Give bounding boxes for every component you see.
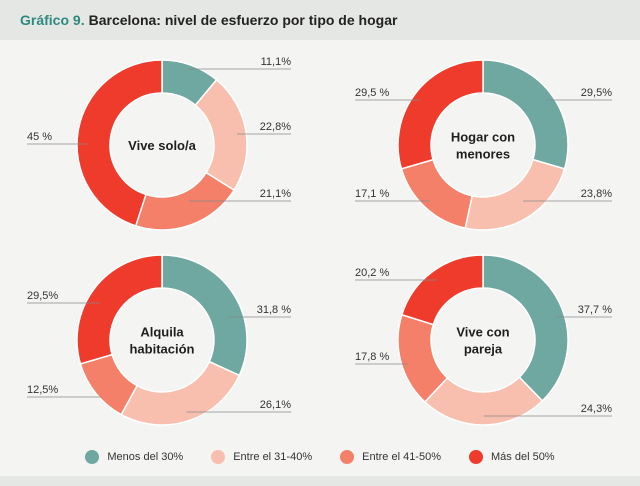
legend: Menos del 30% Entre el 31-40% Entre el 4… <box>0 443 640 471</box>
slice-value-label: 22,8% <box>260 121 291 133</box>
legend-item-41-50: Entre el 41-50% <box>340 450 441 464</box>
slice-value-label: 45 % <box>27 131 52 143</box>
donut-slice <box>400 254 484 326</box>
legend-label: Más del 50% <box>491 451 555 463</box>
slice-value-label: 24,3% <box>581 403 612 415</box>
donut-slice <box>194 78 248 192</box>
title-bar: Gráfico 9. Barcelona: nivel de esfuerzo p… <box>0 0 640 40</box>
legend-swatch <box>85 450 100 464</box>
donut-chart-3: 31,8 % 26,1% 12,5% 29,5% Alquila habitación <box>27 254 291 426</box>
donut-slice <box>423 376 544 426</box>
donut-slice <box>400 158 474 230</box>
slice-value-label: 29,5 % <box>355 87 389 99</box>
donut-slice <box>397 59 484 170</box>
legend-item-31-40: Entre el 31-40% <box>211 450 312 464</box>
legend-label: Entre el 41-50% <box>362 451 441 463</box>
donut-center-label: menores <box>456 147 510 162</box>
legend-swatch <box>340 450 355 464</box>
donut-center-label: Hogar con <box>451 130 515 145</box>
slice-value-label: 21,1% <box>260 188 291 200</box>
slice-value-label: 17,1 % <box>355 188 389 200</box>
donut-center-label: Vive con <box>456 325 509 340</box>
legend-swatch <box>211 450 226 464</box>
figure-title-text: Barcelona: nivel de esfuerzo por tipo de… <box>88 12 398 28</box>
figure-title: Gráfico 9. Barcelona: nivel de esfuerzo p… <box>20 12 397 28</box>
slice-value-label: 26,1% <box>260 399 291 411</box>
footer-bar <box>0 476 640 486</box>
donut-chart-4: 37,7 % 24,3% 17,8 % 20,2 % Vive con pareja <box>355 254 612 426</box>
donut-center-label: Vive solo/a <box>128 138 196 153</box>
legend-label: Entre el 31-40% <box>233 451 313 463</box>
legend-item-menos-30: Menos del 30% <box>85 450 183 464</box>
slice-value-label: 11,1% <box>261 56 292 68</box>
slice-value-label: 12,5% <box>27 384 58 396</box>
slice-value-label: 29,5% <box>581 87 612 99</box>
donut-slice <box>482 254 569 402</box>
slice-value-label: 31,8 % <box>257 304 291 316</box>
donut-center-label: Alquila <box>140 325 184 340</box>
donut-center-label: pareja <box>464 342 503 357</box>
legend-swatch <box>469 450 483 464</box>
slice-value-label: 37,7 % <box>578 304 612 316</box>
slice-value-label: 29,5% <box>27 290 58 302</box>
donut-slice <box>161 254 248 377</box>
donut-center-label: habitación <box>129 342 194 357</box>
legend-label: Menos del 30% <box>107 451 184 463</box>
slice-value-label: 17,8 % <box>355 351 389 363</box>
slice-value-label: 20,2 % <box>355 267 389 279</box>
donut-slice <box>76 59 163 227</box>
donut-slice <box>76 254 163 365</box>
slice-value-label: 23,8% <box>581 188 612 200</box>
donut-chart-2: 29,5% 23,8% 17,1 % 29,5 % Hogar con menores <box>355 59 612 231</box>
donut-chart-1: 11,1% 22,8% 21,1% 45 % Vive solo/a <box>27 56 292 231</box>
legend-item-mas-50: Más del 50% <box>469 450 555 464</box>
donut-slice <box>120 360 241 426</box>
figure-number: Gráfico 9. <box>20 12 85 28</box>
donut-slice <box>464 158 566 231</box>
